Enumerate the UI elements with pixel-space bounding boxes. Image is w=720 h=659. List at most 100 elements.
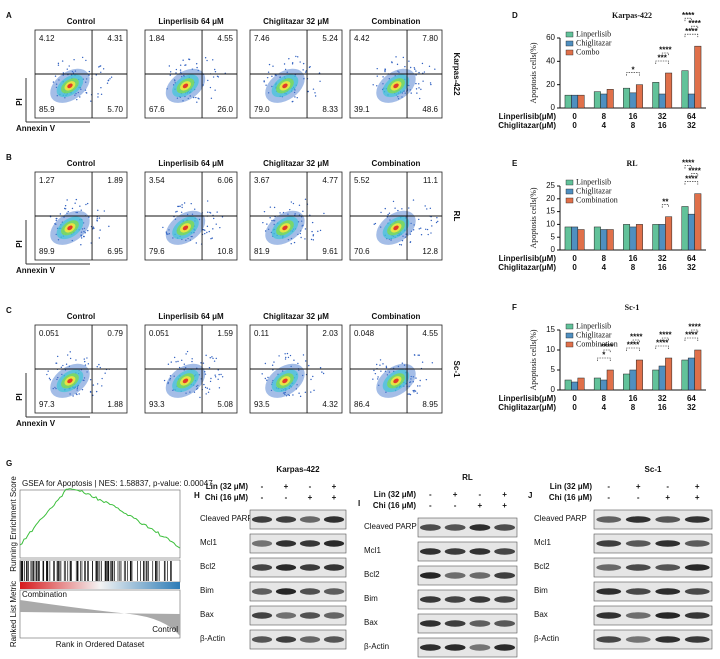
- band: [323, 516, 345, 523]
- band: [469, 572, 491, 579]
- band: [299, 636, 321, 643]
- significance-label: ****: [682, 11, 695, 20]
- event-dot: [100, 71, 102, 73]
- protein-label: Bim: [364, 594, 378, 603]
- event-dot: [176, 210, 178, 213]
- legend-label: Chiglitazar: [576, 38, 612, 47]
- bar: [629, 226, 637, 251]
- bar: [694, 193, 702, 251]
- event-dot: [415, 70, 417, 72]
- x-tick-label: 4: [602, 121, 607, 130]
- event-dot: [195, 242, 197, 244]
- band: [299, 612, 321, 619]
- event-dot: [162, 226, 164, 229]
- event-dot: [82, 235, 85, 238]
- event-dot: [418, 218, 420, 221]
- event-dot: [177, 205, 180, 208]
- event-dot: [376, 67, 378, 70]
- significance-label: ****: [601, 343, 614, 352]
- y-tick-label: 10: [546, 345, 555, 354]
- density-blob: [182, 83, 189, 89]
- y-tick-label: 0: [551, 103, 556, 112]
- quadrant-value: 11.1: [423, 176, 439, 185]
- quadrant-value: 48.6: [422, 105, 438, 114]
- event-dot: [292, 394, 294, 396]
- event-dot: [181, 204, 183, 206]
- treatment-label: Lin (32 μM): [550, 482, 593, 491]
- band: [494, 524, 516, 531]
- event-dot: [84, 360, 86, 363]
- event-dot: [87, 363, 90, 365]
- event-dot: [208, 366, 211, 369]
- bar: [571, 226, 579, 251]
- event-dot: [110, 76, 113, 78]
- event-dot: [99, 366, 101, 369]
- event-dot: [418, 71, 420, 74]
- event-dot: [394, 207, 396, 209]
- event-dot: [385, 366, 388, 369]
- event-dot: [297, 362, 299, 365]
- event-dot: [87, 229, 89, 232]
- event-dot: [413, 354, 416, 356]
- treatment-sign: +: [665, 493, 670, 502]
- event-dot: [304, 391, 307, 394]
- x-tick-label: 8: [631, 121, 636, 130]
- event-dot: [387, 213, 389, 216]
- significance-label: ****: [659, 46, 672, 55]
- event-dot: [396, 63, 399, 66]
- band: [419, 572, 441, 579]
- event-dot: [217, 369, 219, 371]
- quadrant-value: 4.55: [422, 329, 438, 338]
- event-dot: [435, 221, 438, 224]
- event-dot: [372, 378, 374, 380]
- band: [299, 540, 321, 547]
- treatment-sign: -: [454, 501, 457, 510]
- significance-bracket: [691, 329, 699, 333]
- event-dot: [269, 217, 271, 219]
- event-dot: [409, 241, 412, 243]
- event-dot: [209, 86, 212, 89]
- event-dot: [101, 377, 103, 380]
- event-dot: [265, 84, 267, 86]
- x-row-label: Linperlisib(μM): [499, 254, 557, 263]
- event-dot: [425, 378, 428, 381]
- event-dot: [204, 386, 207, 389]
- band: [684, 636, 710, 643]
- condition-title: Control: [67, 312, 95, 321]
- legend-label: Linperlisib: [576, 29, 611, 38]
- event-dot: [200, 362, 202, 364]
- x-tick-label: 64: [687, 254, 696, 263]
- event-dot: [299, 395, 302, 398]
- band: [655, 636, 681, 643]
- band: [684, 540, 710, 547]
- quadrant-value: 4.12: [39, 34, 55, 43]
- treatment-label: Chi (16 μM): [373, 501, 416, 510]
- x-row-label: Chiglitazar(μM): [498, 121, 556, 130]
- event-dot: [302, 69, 304, 71]
- condition-title: Linperlisib 64 μM: [158, 312, 224, 321]
- event-dot: [206, 59, 208, 62]
- event-dot: [413, 67, 416, 69]
- quadrant-value: 0.048: [354, 329, 375, 338]
- bar: [652, 369, 660, 391]
- treatment-label: Chi (16 μM): [205, 493, 248, 502]
- treatment-sign: +: [502, 501, 507, 510]
- bar: [593, 226, 601, 251]
- cell-line-label: Sc-1: [452, 361, 461, 378]
- legend-label: Combination: [576, 195, 618, 204]
- event-dot: [48, 377, 51, 380]
- quadrant-value: 4.42: [354, 34, 370, 43]
- x-tick-label: 32: [658, 394, 667, 403]
- quadrant-value: 12.8: [422, 247, 438, 256]
- event-dot: [377, 376, 379, 378]
- event-dot: [64, 205, 67, 207]
- quadrant-value: 39.1: [354, 105, 370, 114]
- band: [444, 548, 466, 555]
- event-dot: [196, 101, 198, 103]
- event-dot: [212, 228, 214, 230]
- band: [469, 596, 491, 603]
- significance-label: ****: [688, 166, 701, 175]
- event-dot: [170, 361, 172, 363]
- event-dot: [437, 220, 439, 223]
- legend-label: Combination: [576, 339, 618, 348]
